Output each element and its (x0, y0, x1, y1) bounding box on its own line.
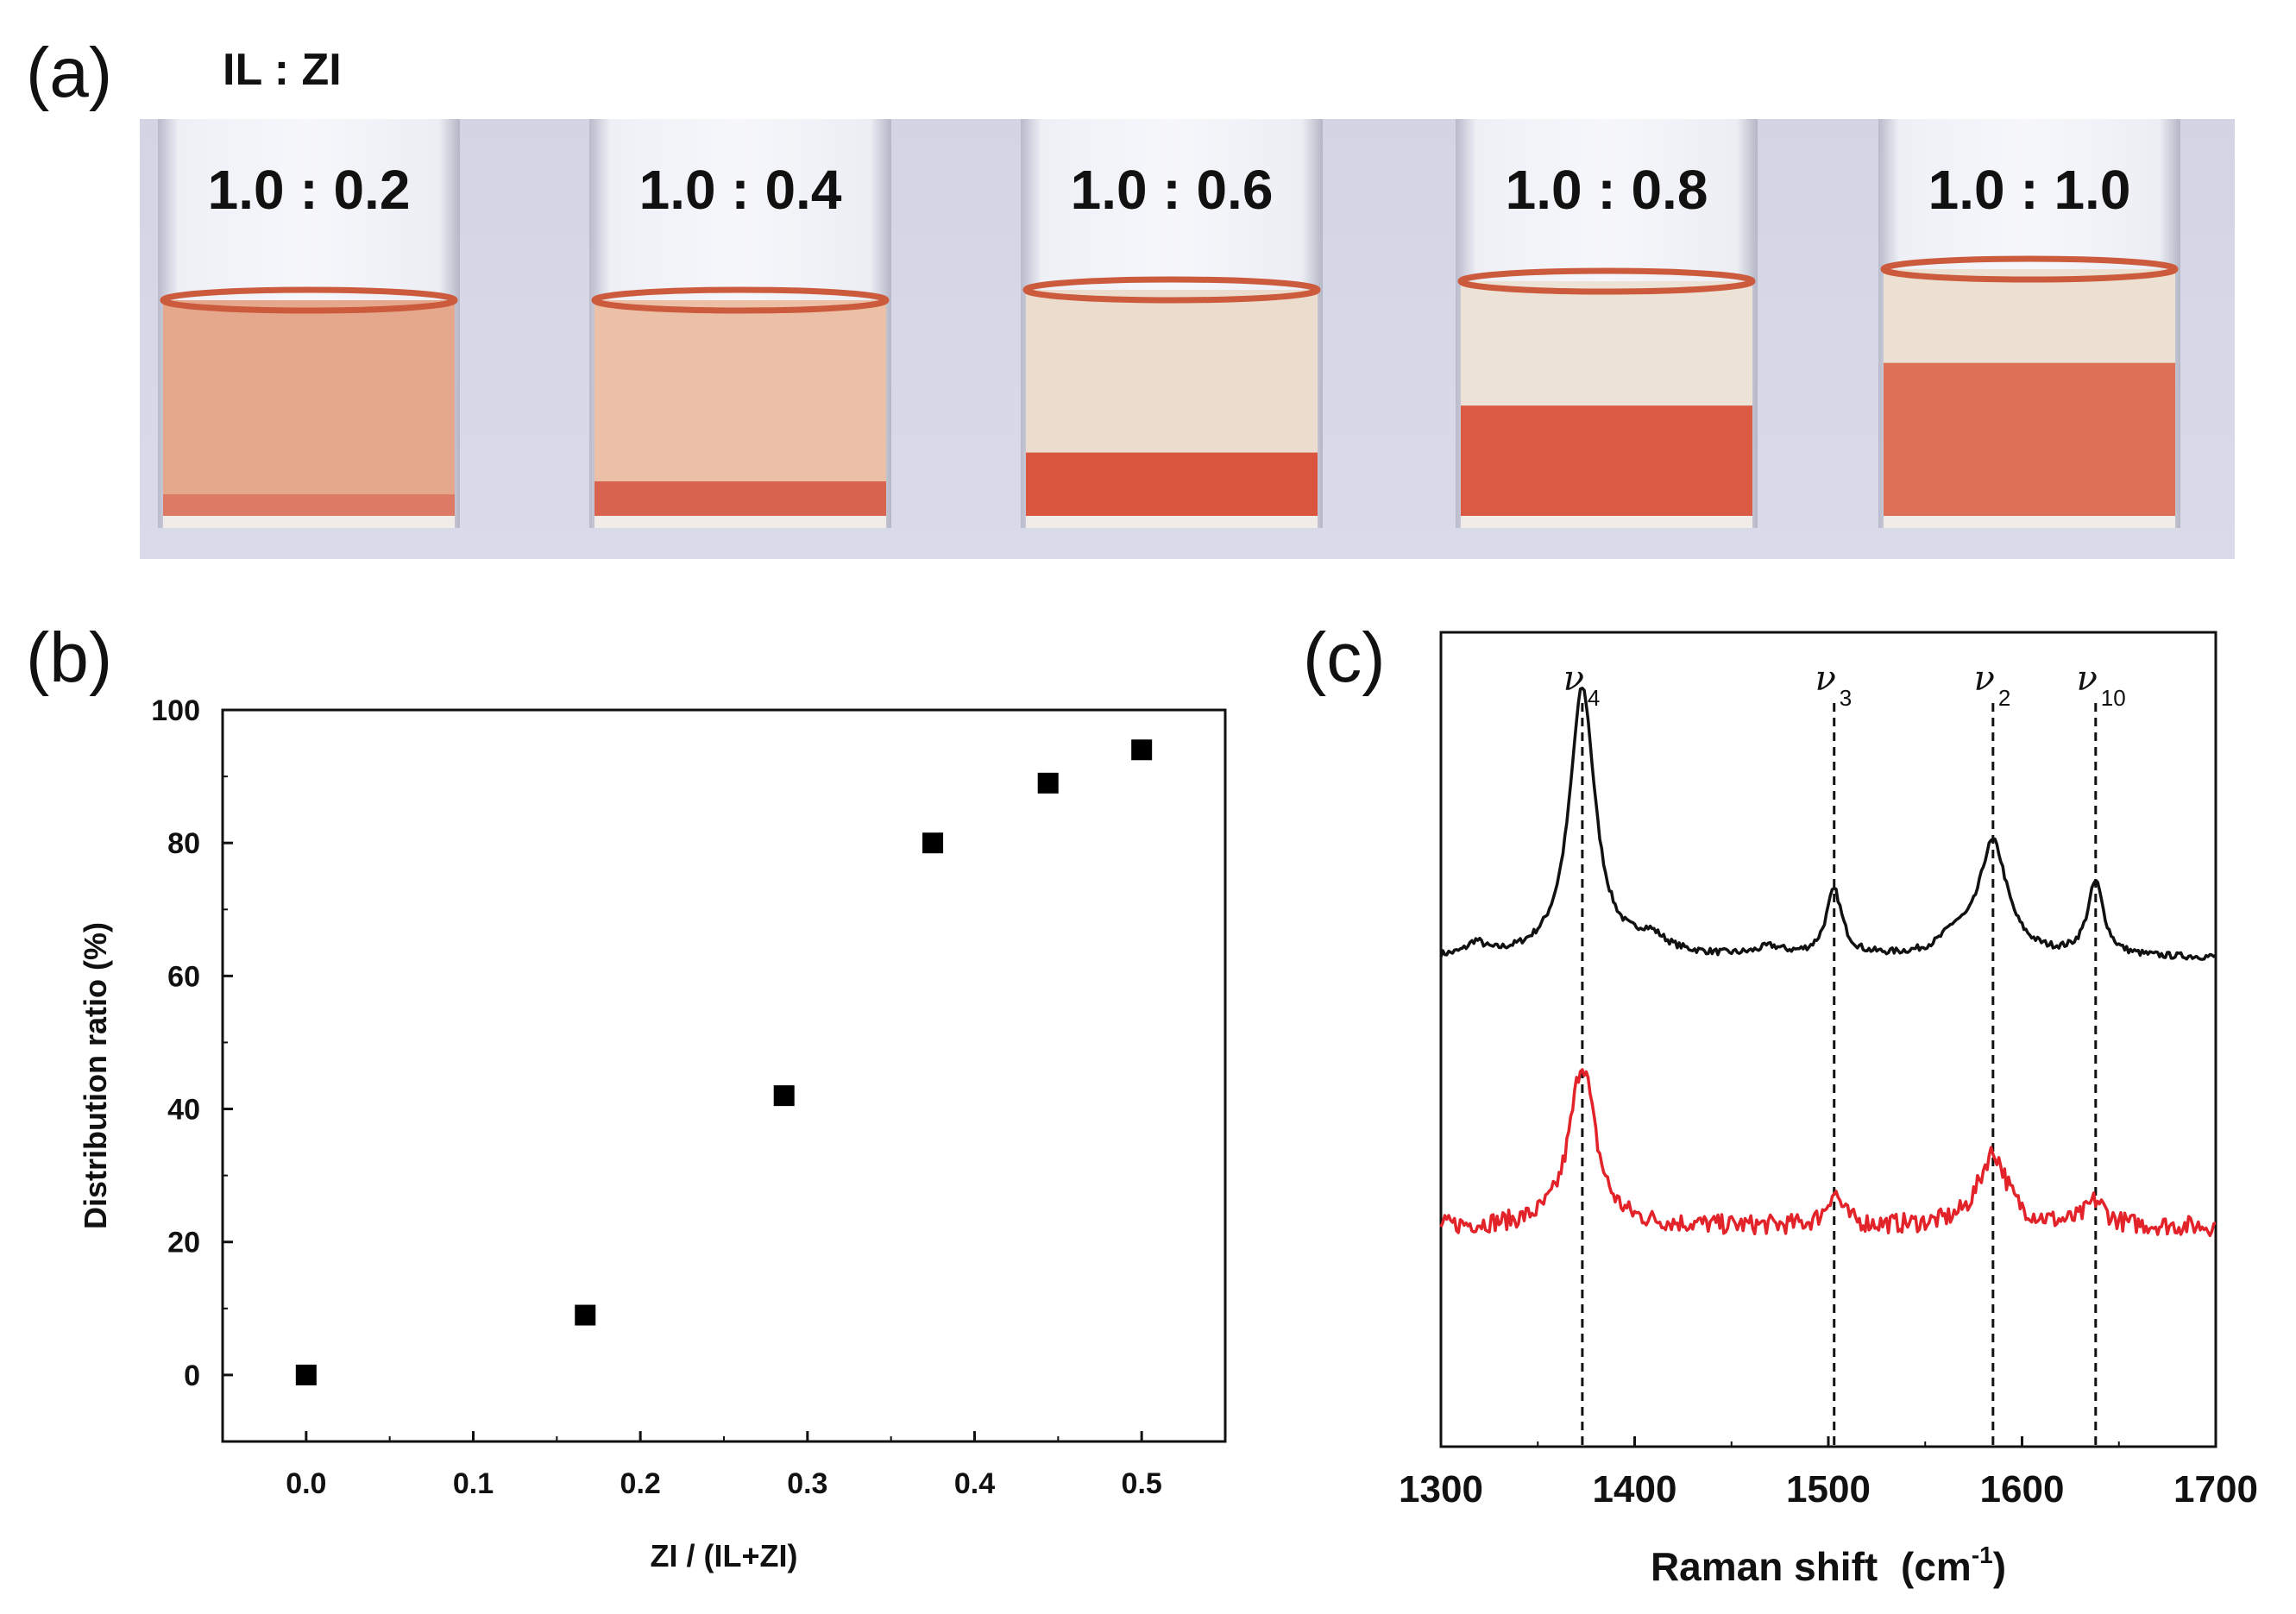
x-axis-label-c: Raman shift (cm-1) (1651, 1542, 2006, 1589)
x-tick-label: 1300 (1399, 1468, 1483, 1510)
vial-ratio-label: 1.0 : 1.0 (1928, 159, 2131, 221)
peak-subscript: 2 (1998, 685, 2010, 711)
vial-ratio-label: 1.0 : 0.6 (1071, 159, 1274, 221)
y-tick-label: 60 (167, 960, 200, 993)
x-tick-label: 1600 (1980, 1468, 2065, 1510)
x-tick-label: 0.2 (620, 1467, 661, 1500)
vial-ratio-label: 1.0 : 0.8 (1506, 159, 1708, 221)
y-tick-label: 100 (151, 694, 200, 727)
x-tick-label: 1700 (2173, 1468, 2258, 1510)
peak-symbol: ν (1815, 659, 1836, 699)
data-point (295, 1364, 317, 1385)
x-tick-label: 0.4 (954, 1467, 995, 1500)
peak-symbol: ν (1974, 659, 1995, 699)
meniscus (1457, 267, 1756, 295)
x-axis-label-b: ZI / (IL+ZI) (651, 1538, 798, 1573)
data-point (575, 1304, 596, 1326)
vial-bottom (163, 516, 455, 528)
vial: 1.0 : 0.4 (589, 119, 891, 528)
peak-subscript: 4 (1588, 685, 1600, 711)
vial-bottom (1884, 516, 2175, 528)
chart-b: 0.0 0.1 0.2 0.3 0.4 0.5 0 20 40 60 80 100 ZI / (IL… (78, 694, 1227, 1573)
vial-bottom (594, 516, 886, 528)
x-tick-label: 0.0 (286, 1467, 326, 1500)
vial: 1.0 : 0.8 (1456, 119, 1758, 528)
y-axis-label-b: Distribution ratio (%) (78, 922, 113, 1229)
data-point (1131, 739, 1153, 761)
spectrum-line (1439, 1068, 2217, 1238)
y-tick-label: 40 (167, 1094, 200, 1127)
x-tick-label: 0.1 (453, 1467, 494, 1500)
upper-phase (163, 300, 455, 516)
chart-c: ν 4 ν 3 ν 2 ν 10 1300 1400 1500 1600 1700 Raman shi… (1399, 631, 2258, 1589)
peak-subscript: 3 (1840, 685, 1852, 711)
spectrum-line (1439, 687, 2217, 961)
x-tick-label: 1500 (1786, 1468, 1871, 1510)
panel-label-c: (c) (1303, 619, 1386, 697)
meniscus (160, 286, 458, 314)
vial-bottom (1026, 516, 1318, 528)
vial-bottom (1461, 516, 1752, 528)
data-point (1037, 772, 1059, 794)
data-point (922, 832, 944, 854)
upper-phase (594, 300, 886, 516)
y-tick-label: 0 (184, 1360, 200, 1392)
peak-subscript: 10 (2101, 685, 2126, 711)
vial: 1.0 : 0.6 (1021, 119, 1323, 528)
y-tick-label: 80 (167, 827, 200, 860)
meniscus (1022, 276, 1321, 304)
lower-phase (1461, 405, 1752, 516)
vial-ratio-label: 1.0 : 0.2 (208, 159, 411, 221)
lower-phase (163, 494, 455, 516)
x-tick-label: 1400 (1593, 1468, 1677, 1510)
plot-frame-b (221, 708, 1227, 1443)
lower-phase (1026, 452, 1318, 516)
x-tick-label: 0.3 (787, 1467, 827, 1500)
panel-label-b: (b) (26, 619, 112, 697)
meniscus (1880, 255, 2179, 283)
x-tick-label: 0.5 (1122, 1467, 1162, 1500)
peak-label: ν 10 (2077, 659, 2126, 711)
lower-phase (1884, 362, 2175, 516)
ratio-title: IL : ZI (223, 45, 342, 95)
peak-symbol: ν (2077, 659, 2098, 699)
vial: 1.0 : 0.2 (158, 119, 460, 528)
vial-photo: 1.0 : 0.2 1.0 : 0.4 1.0 : 0.6 1.0 : 0.8 1.0 … (140, 119, 2235, 559)
lower-phase (594, 481, 886, 516)
plot-frame-c (1439, 631, 2217, 1448)
panel-label-a: (a) (26, 34, 112, 112)
y-tick-label: 20 (167, 1227, 200, 1259)
meniscus (591, 286, 890, 314)
vial: 1.0 : 1.0 (1878, 119, 2180, 528)
vial-ratio-label: 1.0 : 0.4 (639, 159, 842, 221)
data-point (773, 1085, 795, 1107)
